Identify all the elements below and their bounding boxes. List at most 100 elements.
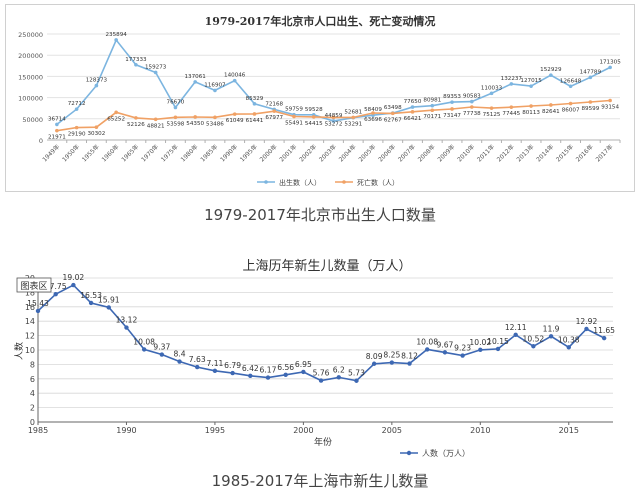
chart1-data-label: 137061 xyxy=(185,74,207,80)
chart2-xtick-label: 2010 xyxy=(470,426,490,435)
chart2-data-label: 15.43 xyxy=(27,299,49,308)
chart1-point xyxy=(331,115,336,120)
chart1-data-label: 63498 xyxy=(384,105,402,111)
chart2-point xyxy=(265,375,271,380)
chart2-ytick-label: 16 xyxy=(25,303,35,312)
chart1-data-label: 48821 xyxy=(147,123,165,129)
chart1-point xyxy=(509,105,514,109)
chart2-point xyxy=(407,361,412,366)
chart1-caption: 1979-2017年北京市出生人口数量 xyxy=(204,206,436,224)
chart2-ytick-label: 4 xyxy=(30,389,35,398)
chart1-legend-label: 死亡数（人） xyxy=(357,178,399,187)
chart2-series-line xyxy=(37,284,605,382)
chart1-point xyxy=(232,112,237,116)
chart1-series xyxy=(55,38,612,133)
chart1-ytick-label: 200000 xyxy=(18,52,43,60)
chart1-ytick-label: 250000 xyxy=(18,31,43,39)
chart1-data-label: 53291 xyxy=(344,121,362,127)
chart1-data-label: 62767 xyxy=(384,117,402,123)
beijing-chart: 1979-2017年北京市人口出生、死亡变动情况 0 50000 100000 150… xyxy=(5,4,635,192)
chart2-ytick-label: 14 xyxy=(25,317,35,326)
chart1-data-label: 66421 xyxy=(404,116,422,122)
chart1-data-label: 82641 xyxy=(542,109,560,115)
chart1-data-label: 53272 xyxy=(325,121,343,127)
chart1-point xyxy=(390,111,395,116)
chart1-point xyxy=(430,103,435,108)
chart1-data-label: 77650 xyxy=(404,99,422,105)
chart1-point xyxy=(252,112,257,116)
chart1-legend-label: 出生数（人） xyxy=(279,178,321,187)
chart2-point xyxy=(283,372,288,377)
chart1-data-label: 85329 xyxy=(246,96,264,102)
chart1-point xyxy=(410,105,415,109)
chart1-point xyxy=(55,122,59,127)
chart2-legend: 人数（万人） xyxy=(400,448,470,458)
chart2-ytick-label: 2 xyxy=(30,404,35,413)
chart1-point xyxy=(173,105,178,110)
chart2-point xyxy=(212,368,218,374)
chart2-data-label: 12.11 xyxy=(505,323,527,332)
chart1-point xyxy=(114,110,118,115)
chart1-data-label: 127015 xyxy=(520,78,542,84)
chart2-data-label: 10.02 xyxy=(469,338,491,347)
chart2-point xyxy=(354,378,359,383)
chart2-point xyxy=(106,305,111,310)
chart2-point xyxy=(248,373,253,378)
chart2-data-label: 9.23 xyxy=(454,344,471,353)
chart2-point xyxy=(425,347,430,352)
chart1-data-label: 29190 xyxy=(68,132,86,138)
chart1-data-label: 52126 xyxy=(127,122,145,128)
chart2-data-label: 5.76 xyxy=(313,369,330,378)
chart2-point xyxy=(336,375,341,380)
chart1-data-label: 93154 xyxy=(601,105,619,111)
chart-area-badge[interactable]: 图表区 xyxy=(16,277,52,293)
chart2-point xyxy=(71,282,76,288)
chart2-point xyxy=(177,359,182,364)
chart2-caption: 1985-2017年上海市新生儿数量 xyxy=(211,472,429,490)
chart2-data-label: 10.08 xyxy=(133,337,155,346)
chart1-data-label: 152929 xyxy=(540,67,562,73)
chart2-data-label: 8.12 xyxy=(401,352,418,361)
chart2-point xyxy=(584,326,589,332)
chart2-axes: 0246810121416182019851990199520002005201… xyxy=(25,274,613,435)
chart2-point xyxy=(318,378,324,383)
chart1-point xyxy=(213,88,217,93)
chart1-point xyxy=(410,110,415,114)
chart1-point xyxy=(470,99,474,104)
chart2-point xyxy=(442,350,448,355)
chart1-data-label: 58409 xyxy=(364,107,382,113)
chart1-data-label: 63696 xyxy=(364,117,382,123)
chart1-point xyxy=(489,91,494,96)
chart2-point xyxy=(88,300,94,306)
chart1-point xyxy=(55,128,59,133)
chart1-point xyxy=(94,83,99,88)
chart1-data-label: 147789 xyxy=(580,69,602,75)
chart1-data-label: 72168 xyxy=(265,101,283,107)
chart2-data-label: 7.63 xyxy=(189,355,206,364)
chart2-point xyxy=(141,347,147,352)
chart1-data-label: 126648 xyxy=(560,78,582,84)
chart2-data-label: 10.08 xyxy=(416,337,438,346)
chart2-point xyxy=(35,308,41,314)
chart2-series xyxy=(35,282,607,383)
chart1-point xyxy=(588,100,593,104)
chart1-point xyxy=(450,107,454,111)
chart2-ytick-label: 8 xyxy=(30,360,35,369)
chart1-data-label: 75125 xyxy=(483,112,501,118)
chart2-xlabel: 年份 xyxy=(314,436,332,448)
chart1-point xyxy=(608,98,612,103)
chart1-data-label: 128373 xyxy=(86,78,108,84)
chart1-point xyxy=(252,102,257,106)
chart1-data-label: 53486 xyxy=(206,121,224,127)
chart2-point xyxy=(301,369,306,375)
chart1-point xyxy=(74,107,79,111)
chart2-data-label: 8.25 xyxy=(383,351,400,360)
chart1-point xyxy=(608,65,612,70)
chart2-xtick-label: 2000 xyxy=(293,426,313,435)
chart2-legend-label: 人数（万人） xyxy=(422,448,470,458)
chart1-point xyxy=(114,38,118,42)
chart1-point xyxy=(549,103,553,107)
chart1-data-label: 77445 xyxy=(502,111,520,117)
chart1-point xyxy=(568,84,573,89)
